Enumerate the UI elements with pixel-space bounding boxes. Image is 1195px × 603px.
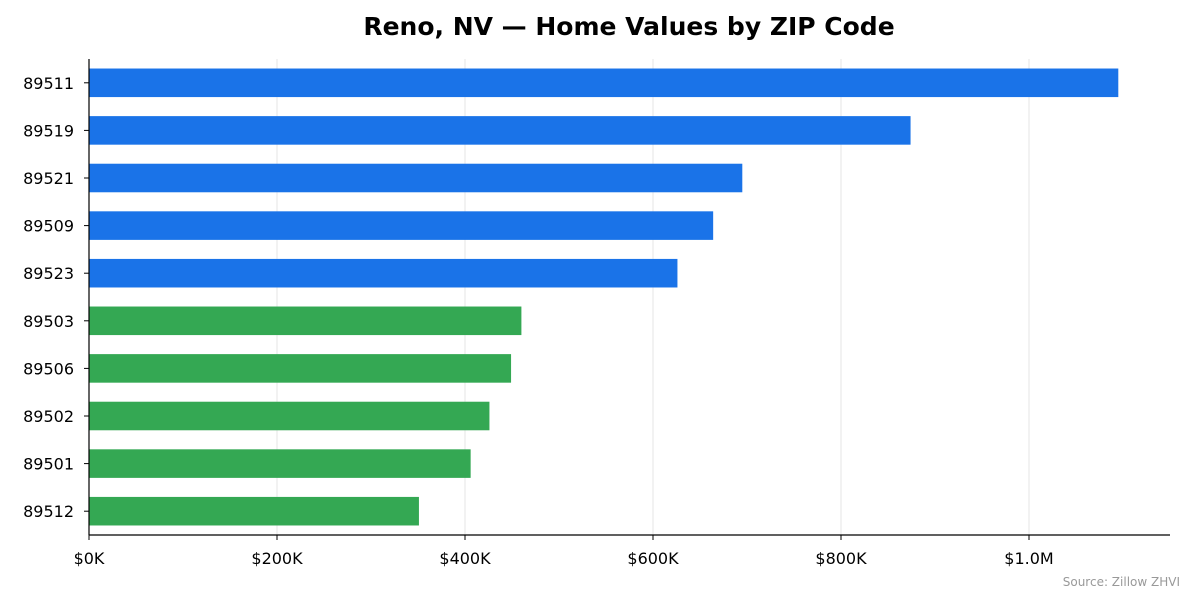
- y-tick-label: 89512: [23, 502, 74, 521]
- y-tick-label: 89523: [23, 264, 74, 283]
- bar: [89, 68, 1119, 98]
- y-tick-label: 89502: [23, 407, 74, 426]
- y-tick-label: 89503: [23, 312, 74, 331]
- y-tick-label: 89521: [23, 169, 74, 188]
- bar: [89, 116, 911, 145]
- source-note: Source: Zillow ZHVI: [1063, 575, 1180, 589]
- y-tick-label: 89509: [23, 217, 74, 236]
- bars: [89, 68, 1119, 526]
- y-tick-label: 89519: [23, 121, 74, 140]
- y-tick-label: 89511: [23, 74, 74, 93]
- bar: [89, 449, 471, 478]
- x-tick-label: $800K: [815, 549, 867, 568]
- bar: [89, 258, 678, 288]
- y-tick-label: 89501: [23, 455, 74, 474]
- bar: [89, 401, 490, 431]
- x-tick-label: $1.0M: [1004, 549, 1053, 568]
- y-tick-label: 89506: [23, 359, 74, 378]
- bar: [89, 211, 714, 240]
- y-axis-ticks: 89511 89519 89521 89509 89523 89503 89506 89502…: [23, 74, 89, 521]
- x-tick-label: $0K: [74, 549, 105, 568]
- x-axis-ticks: $0K $200K $400K $600K $800K $1.0M: [74, 535, 1054, 568]
- bar: [89, 306, 522, 336]
- x-tick-label: $600K: [627, 549, 679, 568]
- bar: [89, 496, 419, 526]
- bar: [89, 163, 743, 193]
- x-tick-label: $200K: [251, 549, 303, 568]
- bar: [89, 354, 512, 383]
- chart-title: Reno, NV — Home Values by ZIP Code: [363, 12, 894, 41]
- x-tick-label: $400K: [439, 549, 491, 568]
